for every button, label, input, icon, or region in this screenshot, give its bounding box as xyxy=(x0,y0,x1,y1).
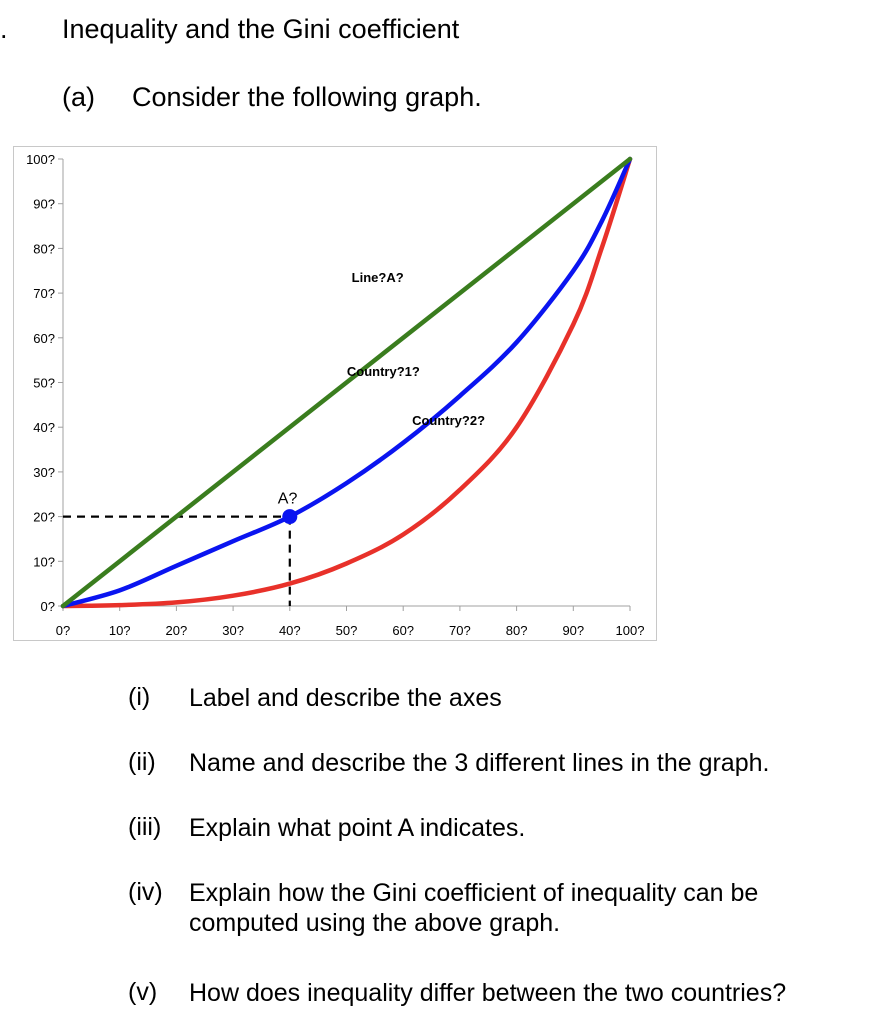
question-number: (i) xyxy=(128,683,151,711)
x-tick-label: 20? xyxy=(166,623,188,638)
list-bullet: . xyxy=(0,14,8,44)
x-tick-label: 10? xyxy=(109,623,131,638)
question-text: Label and describe the axes xyxy=(189,684,502,712)
country-2-series xyxy=(60,156,633,609)
question-text-continued: computed using the above graph. xyxy=(189,909,561,937)
y-tick-label: 50? xyxy=(33,376,55,391)
y-tick-label: 70? xyxy=(33,286,55,301)
y-tick-label: 60? xyxy=(33,331,55,346)
line-a-label: Line?A? xyxy=(352,270,404,285)
y-tick-label: 20? xyxy=(33,510,55,525)
point-a-marker xyxy=(282,509,298,525)
y-tick-label: 80? xyxy=(33,241,55,256)
y-tick-label: 90? xyxy=(33,197,55,212)
country-1-series xyxy=(60,156,633,609)
x-tick-label: 90? xyxy=(562,623,584,638)
y-tick-label: 100? xyxy=(26,152,55,167)
question-text: How does inequality differ between the t… xyxy=(189,979,787,1007)
country-1-label: Country?1? xyxy=(347,364,420,379)
lorenz-curve-chart: 0? 10? 20? 30? 40? 50? 60? 70? 80? 90? 100? 0? 10? 20… xyxy=(13,146,657,641)
x-tick-label: 80? xyxy=(506,623,528,638)
question-number: (ii) xyxy=(128,748,156,776)
y-tick-label: 30? xyxy=(33,465,55,480)
y-tick-label: 10? xyxy=(33,554,55,569)
x-tick-label: 40? xyxy=(279,623,301,638)
x-tick-label: 100? xyxy=(616,623,645,638)
question-number: (v) xyxy=(128,978,158,1006)
question-title: Inequality and the Gini coefficient xyxy=(62,14,460,44)
question-number: (iv) xyxy=(128,878,163,906)
x-tick-label: 0? xyxy=(56,623,70,638)
question-number: (iii) xyxy=(128,813,162,841)
country-2-label: Country?2? xyxy=(412,413,485,428)
line-a-series xyxy=(60,156,633,609)
x-tick-label: 50? xyxy=(336,623,358,638)
x-tick-label: 60? xyxy=(392,623,414,638)
question-text: Explain what point A indicates. xyxy=(189,814,526,842)
y-tick-label: 40? xyxy=(33,420,55,435)
y-tick-label: 0? xyxy=(41,599,55,614)
question-text: Explain how the Gini coefficient of ineq… xyxy=(189,879,759,907)
x-tick-label: 30? xyxy=(222,623,244,638)
part-label: (a) xyxy=(62,82,95,112)
point-a-label: A? xyxy=(278,491,298,508)
question-text: Name and describe the 3 different lines … xyxy=(189,749,770,777)
part-instruction: Consider the following graph. xyxy=(132,82,482,112)
x-tick-label: 70? xyxy=(449,623,471,638)
